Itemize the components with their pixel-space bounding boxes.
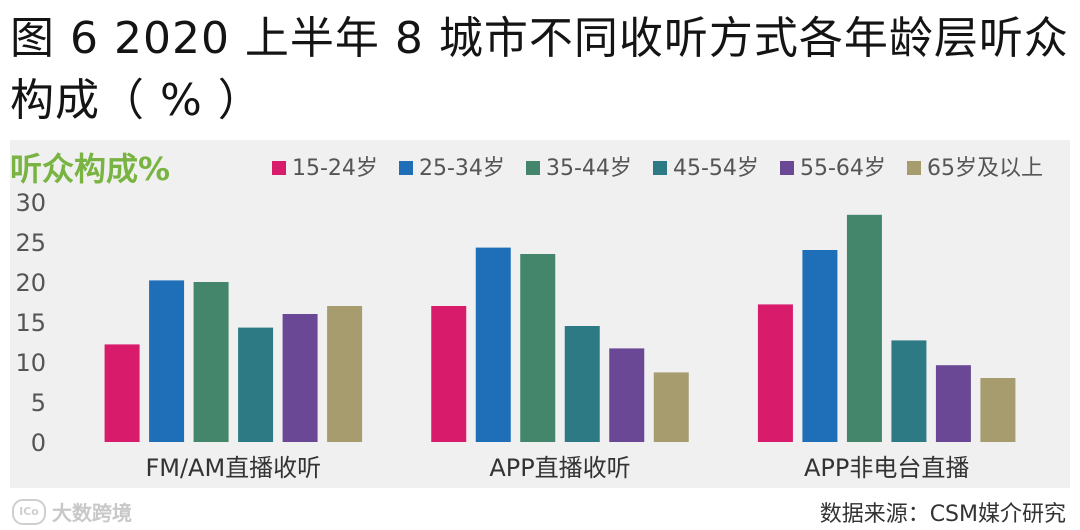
x-category-label: FM/AM直播收听 [145,454,321,482]
bar [104,344,140,442]
bar [564,326,600,442]
y-tick-label: 20 [15,269,46,297]
bar [846,214,882,442]
legend-swatch [272,161,286,175]
legend-label: 65岁及以上 [927,156,1043,181]
y-tick-label: 0 [31,429,46,457]
watermark-logo-icon: ICo [12,498,46,525]
legend-label: 45-54岁 [673,156,759,181]
x-category-label: APP直播收听 [489,454,630,482]
legend-label: 35-44岁 [546,156,632,181]
bar [980,378,1016,442]
data-source: 数据来源：CSM媒介研究 [819,502,1066,527]
bar [193,282,229,442]
chart-title: 图 6 2020 上半年 8 城市不同收听方式各年龄层听众 构成（ % ） [10,8,1070,132]
y-tick-label: 10 [15,349,46,377]
bar [238,327,274,442]
bar-chart: 听众构成% 0 5 10 15 20 25 30 FM/AM直播收听 APP直播收听 APP非电台直… [10,150,1043,482]
bar [609,348,645,442]
legend-swatch [526,161,540,175]
title-line-2: 构成（ % ） [10,75,263,126]
legend-label: 55-64岁 [800,156,886,181]
bar [475,247,511,442]
chart-panel: 听众构成% 0 5 10 15 20 25 30 FM/AM直播收听 APP直播收听 APP非电台直… [10,140,1070,488]
bar [891,340,927,442]
y-tick-label: 30 [15,189,46,217]
bar [653,372,689,442]
legend-swatch [399,161,413,175]
bar [935,365,971,442]
bar [520,254,556,442]
bar [802,250,838,442]
bar [327,306,363,442]
y-tick-label: 25 [15,229,46,257]
legend-label: 15-24岁 [292,156,378,181]
y-tick-label: 15 [15,309,46,337]
legend-swatch [653,161,667,175]
bar [282,314,318,442]
legend-swatch [780,161,794,175]
y-tick-label: 5 [31,389,46,417]
y-axis-label: 听众构成% [10,150,170,188]
bar [431,306,467,442]
x-category-label: APP非电台直播 [804,454,969,482]
legend-swatch [907,161,921,175]
watermark: ICo 大数跨境 [12,497,132,526]
watermark-text: 大数跨境 [52,501,132,525]
title-line-1: 图 6 2020 上半年 8 城市不同收听方式各年龄层听众 [10,13,1069,64]
legend-label: 25-34岁 [419,156,505,181]
bar [757,304,793,442]
bar [149,280,185,442]
